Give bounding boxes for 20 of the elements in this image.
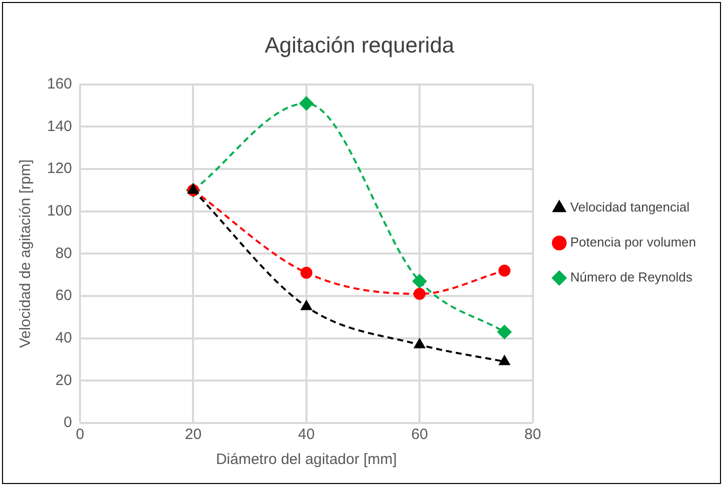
x-tick-label: 0 [76,426,84,444]
x-axis-title: Diámetro del agitador [mm] [216,451,397,468]
y-tick-label: 0 [64,414,72,432]
chart-title: Agitación requerida [264,32,456,58]
x-tick-label: 40 [298,426,315,444]
x-tick-label: 80 [524,426,542,444]
y-tick-label: 100 [46,202,72,220]
y-tick-label: 20 [55,372,72,389]
y-tick-label: 160 [46,76,72,93]
legend-label: Número de Reynolds [570,270,693,285]
y-axis-title: Velocidad de agitación [rpm] [17,159,34,348]
legend-label: Potencia por volumen [570,234,696,250]
y-tick-label: 80 [55,244,72,262]
x-tick-label: 20 [184,426,202,444]
x-tick-label: 60 [411,426,428,444]
y-tick-label: 40 [55,329,72,346]
legend-label: Velocidad tangencial [570,200,690,215]
y-tick-label: 60 [55,287,72,304]
y-tick-label: 140 [46,118,72,135]
y-tick-label: 120 [46,160,72,178]
